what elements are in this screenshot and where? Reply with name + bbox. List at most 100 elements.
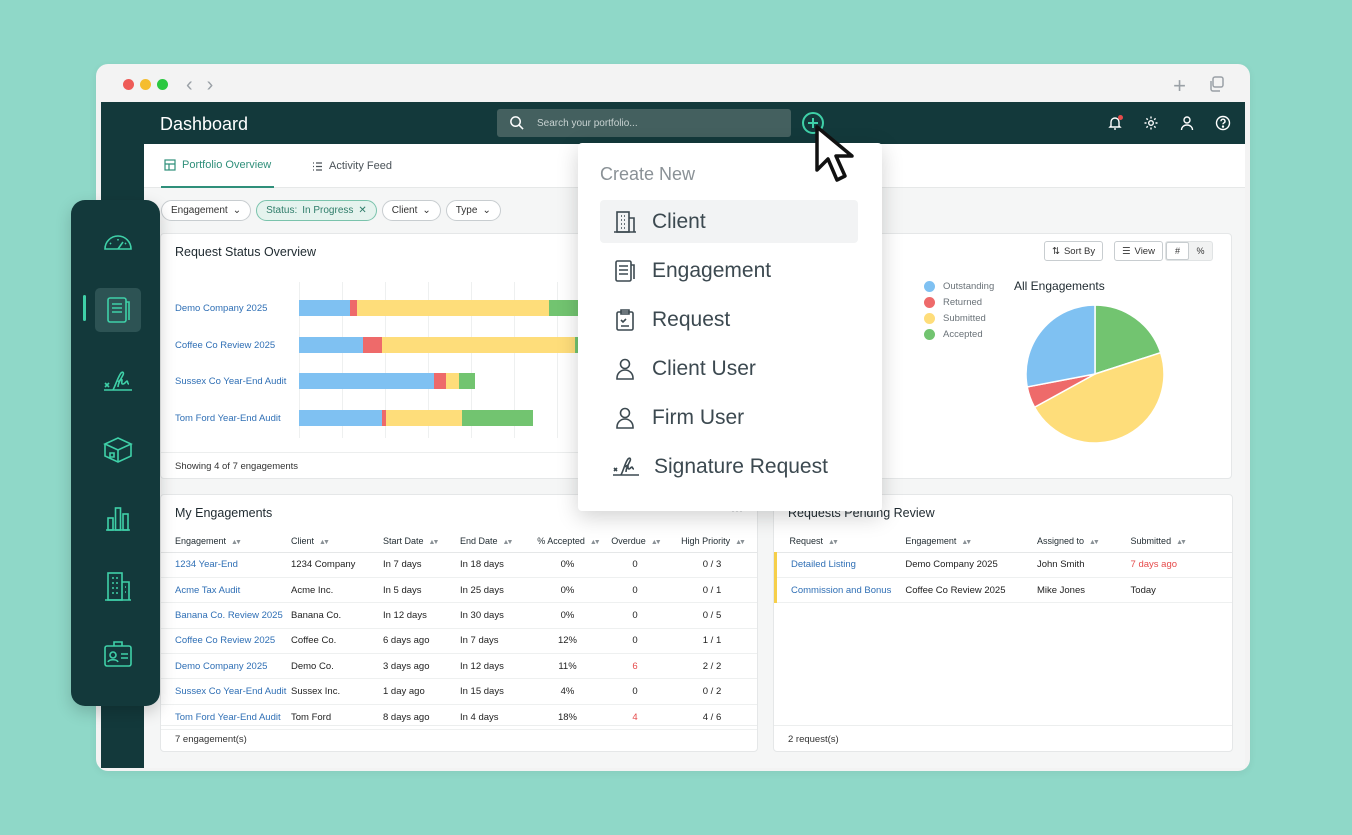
bar-category-label[interactable]: Coffee Co Review 2025 [175, 339, 276, 351]
sort-icon[interactable]: ▲▼ [428, 538, 440, 546]
bar-category-label[interactable]: Sussex Co Year-End Audit [175, 376, 287, 387]
status-filter[interactable]: Status: In Progress ✕ [256, 200, 377, 221]
bar-segment-outstanding[interactable] [299, 336, 364, 353]
table-row[interactable]: 1234 Year-End 1234 Company In 7 days In 18 … [161, 552, 757, 578]
row-link[interactable]: Sussex Co Year-End Audit [161, 678, 291, 705]
bar-segment-returned[interactable] [382, 409, 386, 426]
row-link[interactable]: Acme Tax Audit [161, 577, 291, 604]
table-row[interactable]: Demo Company 2025 Demo Co. 3 days ago In 12… [161, 653, 757, 680]
sort-icon[interactable]: ▲▼ [589, 538, 601, 546]
engagement-filter[interactable]: Engagement ⌄ [161, 200, 252, 221]
row-link[interactable]: Banana Co. Review 2025 [161, 602, 291, 629]
legend-item[interactable]: Submitted [924, 313, 986, 324]
column-header[interactable]: Request ▲▼ [775, 530, 906, 553]
sort-icon[interactable]: ▲▼ [502, 538, 514, 546]
bar-segment-submitted[interactable] [356, 300, 549, 316]
menu-item-engagement[interactable]: Engagement [600, 249, 858, 292]
client-filter[interactable]: Client ⌄ [381, 200, 441, 221]
table-row[interactable]: Commission and Bonus Coffee Co Review 202… [774, 577, 1232, 604]
tab-activity-feed[interactable]: Activity Feed [312, 144, 392, 188]
bar-category-label[interactable]: Tom Ford Year-End Audit [175, 412, 281, 424]
pie-slice-submitted[interactable] [1033, 351, 1165, 444]
bar-segment-accepted[interactable] [462, 409, 533, 426]
bell-icon[interactable] [1107, 115, 1123, 131]
column-header[interactable]: Start Date ▲▼ [383, 530, 460, 553]
sort-icon[interactable]: ▲▼ [735, 538, 746, 546]
bar-segment-submitted[interactable] [385, 409, 463, 426]
menu-item-firm-user[interactable]: Firm User [600, 396, 858, 439]
bar-segment-submitted[interactable] [446, 373, 460, 389]
user-icon[interactable] [1179, 115, 1195, 131]
forward-arrow-icon[interactable]: › [206, 74, 214, 96]
minimize-window-button[interactable] [140, 79, 151, 90]
search-box[interactable] [497, 109, 791, 137]
menu-item-signature-request[interactable]: Signature Request [600, 445, 858, 488]
bar-segment-accepted[interactable] [459, 373, 476, 389]
close-window-button[interactable] [123, 79, 134, 90]
menu-item-client-user[interactable]: Client User [600, 347, 858, 390]
legend-item[interactable]: Returned [924, 297, 982, 308]
pie-slice-accepted[interactable] [1094, 304, 1162, 376]
count-toggle-option[interactable]: # [1166, 242, 1189, 260]
duplicate-window-icon[interactable] [1208, 73, 1226, 99]
percent-toggle-option[interactable]: % [1196, 246, 1205, 256]
sort-icon[interactable]: ▲▼ [828, 538, 839, 546]
column-header[interactable]: Engagement ▲▼ [905, 530, 1037, 553]
sidebar-item-clients[interactable] [95, 564, 141, 608]
table-row[interactable]: Banana Co. Review 2025 Banana Co. In 12 da… [161, 602, 757, 629]
column-header[interactable]: Submitted ▲▼ [1130, 530, 1232, 553]
row-link[interactable]: Detailed Listing [774, 552, 906, 578]
view-button[interactable]: ☰ View [1114, 241, 1163, 261]
row-link[interactable]: 1234 Year-End [161, 552, 291, 578]
table-row[interactable]: Coffee Co Review 2025 Coffee Co. 6 days ag… [161, 628, 757, 655]
search-input[interactable] [537, 109, 777, 137]
sidebar-item-engagements[interactable] [95, 288, 141, 332]
sort-icon[interactable]: ▲▼ [1176, 538, 1187, 546]
bar-segment-returned[interactable] [433, 373, 447, 389]
bar-category-label[interactable]: Demo Company 2025 [175, 303, 268, 314]
type-filter[interactable]: Type ⌄ [445, 200, 501, 221]
gear-icon[interactable] [1143, 115, 1159, 131]
help-icon[interactable] [1215, 115, 1231, 131]
menu-item-request[interactable]: Request [600, 298, 858, 341]
table-row[interactable]: Acme Tax Audit Acme Inc. In 5 days In 25 da… [161, 577, 757, 604]
sidebar-item-users[interactable] [95, 632, 141, 676]
sidebar-item-dashboard[interactable] [95, 220, 141, 264]
count-percent-toggle[interactable]: # % [1165, 241, 1213, 261]
column-header[interactable]: High Priority ▲▼ [665, 530, 757, 553]
sort-icon[interactable]: ▲▼ [650, 538, 662, 546]
column-header[interactable]: Overdue ▲▼ [605, 530, 665, 553]
bar-segment-returned[interactable] [363, 336, 383, 353]
column-header[interactable]: End Date ▲▼ [460, 530, 530, 553]
table-row[interactable]: Sussex Co Year-End Audit Sussex Inc. 1 day… [161, 678, 757, 705]
bar-segment-returned[interactable] [350, 300, 357, 316]
bar-segment-outstanding[interactable] [299, 300, 351, 316]
pie-slice-outstanding[interactable] [1025, 304, 1096, 388]
bar-segment-outstanding[interactable] [299, 373, 434, 389]
column-header[interactable]: Engagement ▲▼ [161, 530, 291, 553]
row-link[interactable]: Demo Company 2025 [161, 653, 291, 680]
back-arrow-icon[interactable]: ‹ [186, 74, 193, 96]
column-header[interactable]: Assigned to ▲▼ [1036, 530, 1131, 553]
close-icon[interactable]: ✕ [358, 205, 367, 216]
sidebar-item-documents[interactable] [95, 428, 141, 472]
sort-icon[interactable]: ▲▼ [1088, 538, 1100, 546]
row-link[interactable]: Commission and Bonus [774, 577, 906, 604]
sort-icon[interactable]: ▲▼ [231, 538, 242, 546]
sort-icon[interactable]: ▲▼ [319, 538, 330, 546]
bar-segment-outstanding[interactable] [299, 409, 383, 426]
sidebar-item-signatures[interactable] [95, 359, 141, 403]
bar-segment-submitted[interactable] [382, 336, 575, 353]
menu-item-client[interactable]: Client [600, 200, 858, 243]
legend-item[interactable]: Outstanding [924, 281, 994, 292]
tab-portfolio-overview[interactable]: Portfolio Overview [161, 144, 275, 188]
sort-by-button[interactable]: ⇅ Sort By [1044, 241, 1104, 261]
sidebar-item-reports[interactable] [95, 496, 141, 540]
table-row[interactable]: Detailed Listing Demo Company 2025 John Sm… [774, 552, 1232, 578]
row-link[interactable]: Coffee Co Review 2025 [161, 628, 291, 655]
sort-icon[interactable]: ▲▼ [961, 538, 972, 546]
column-header[interactable]: Client ▲▼ [291, 530, 383, 553]
column-header[interactable]: % Accepted ▲▼ [530, 530, 605, 553]
legend-item[interactable]: Accepted [924, 329, 983, 340]
maximize-window-button[interactable] [157, 79, 168, 90]
